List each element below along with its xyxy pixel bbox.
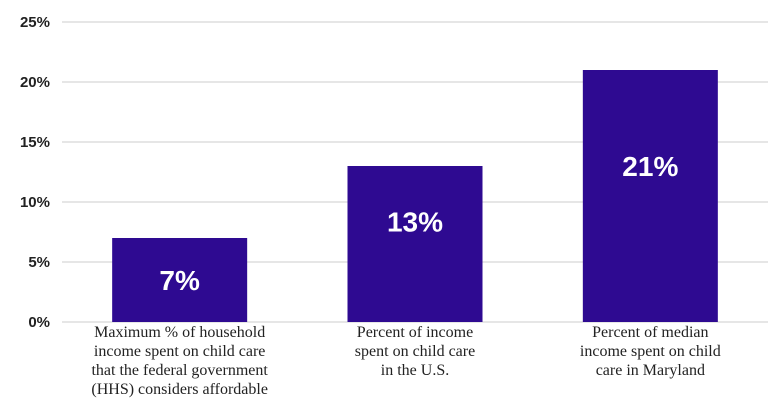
bar — [112, 238, 248, 322]
y-tick-label: 25% — [20, 14, 50, 31]
x-category-label: Percent of median income spent on child … — [579, 324, 721, 379]
bar — [582, 70, 718, 322]
x-category-label: Maximum % of household income spent on c… — [91, 324, 268, 398]
y-tick-label: 5% — [28, 254, 50, 271]
bar-data-labels: 7% 13% 21% — [159, 151, 678, 296]
bars — [112, 70, 718, 322]
y-tick-label: 20% — [20, 74, 50, 91]
y-axis-ticks: 0% 5% 10% 15% 20% 25% — [20, 14, 50, 331]
bar-data-label: 21% — [622, 151, 678, 182]
bar-data-label: 7% — [159, 265, 200, 296]
x-category-label: Percent of income spent on child care in… — [354, 324, 476, 379]
y-tick-label: 0% — [28, 314, 50, 331]
y-tick-label: 10% — [20, 194, 50, 211]
bar — [347, 166, 483, 322]
y-tick-label: 15% — [20, 134, 50, 151]
bar-data-label: 13% — [387, 207, 443, 238]
